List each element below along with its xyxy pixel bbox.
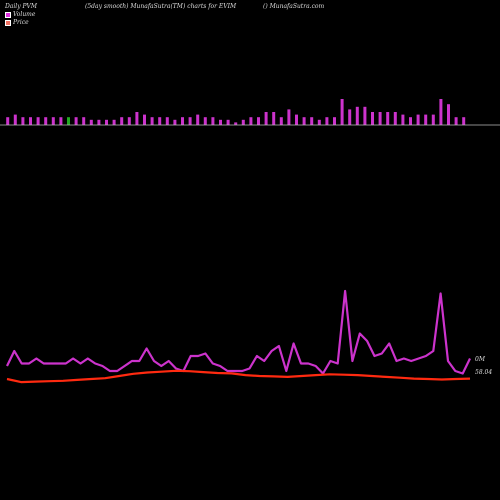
- volume-bar: [310, 117, 314, 125]
- volume-bar: [74, 117, 78, 125]
- volume-bar: [340, 99, 344, 125]
- volume-bar: [378, 112, 382, 125]
- volume-bar: [371, 112, 374, 125]
- volume-bar: [181, 117, 184, 125]
- volume-bar: [424, 114, 428, 125]
- legend-volume-swatch: [5, 11, 11, 18]
- volume-bar: [211, 117, 215, 125]
- volume-bar: [416, 114, 420, 125]
- volume-bar: [173, 119, 177, 125]
- volume-bar: [431, 114, 435, 125]
- volume-bar: [143, 114, 146, 125]
- volume-bar: [454, 117, 458, 125]
- volume-bar: [89, 119, 93, 125]
- volume-bar: [257, 117, 260, 125]
- volume-bar: [150, 117, 154, 125]
- volume-bar: [67, 117, 70, 125]
- volume-bar: [409, 117, 412, 125]
- volume-bar: [279, 117, 283, 125]
- volume-bar: [447, 104, 450, 125]
- volume-axis-label: 0M: [475, 356, 485, 363]
- volume-bar: [158, 117, 162, 125]
- volume-bar: [59, 117, 63, 125]
- volume-bar: [241, 119, 245, 125]
- volume-bar: [348, 109, 352, 125]
- legend-price-label: Price: [13, 19, 29, 26]
- volume-bar: [325, 117, 329, 125]
- header-right: () MunafaSutra.com: [263, 3, 325, 10]
- volume-bar: [393, 112, 397, 125]
- volume-bar: [13, 114, 17, 125]
- volume-bar: [112, 119, 116, 125]
- volume-bar: [36, 117, 40, 125]
- volume-bar: [188, 117, 192, 125]
- volume-bar: [51, 117, 55, 125]
- volume-bar: [196, 114, 200, 125]
- header-left: Daily PVM: [5, 3, 38, 10]
- price-axis-label: 58.04: [475, 369, 493, 376]
- legend-price-swatch: [5, 19, 11, 26]
- volume-bar: [219, 119, 222, 125]
- volume-bar: [272, 112, 276, 125]
- volume-bar: [401, 114, 405, 125]
- volume-bar: [363, 106, 367, 125]
- header-center: (5day smooth) MunafaSutra(TM) charts for…: [85, 3, 237, 10]
- volume-bar: [127, 117, 131, 125]
- volume-bar: [44, 117, 48, 125]
- volume-bar: [165, 117, 169, 125]
- volume-bar: [105, 119, 108, 125]
- volume-line: [6, 289, 471, 375]
- volume-bar: [135, 112, 139, 125]
- volume-bar: [97, 119, 101, 125]
- volume-bar: [317, 119, 321, 125]
- volume-bar: [203, 117, 207, 125]
- legend-price: Price: [5, 19, 29, 26]
- volume-bar: [287, 109, 291, 125]
- volume-bar: [386, 112, 390, 125]
- legend-volume: Volume: [5, 11, 35, 18]
- volume-bar: [120, 117, 124, 125]
- lines-group: [6, 289, 471, 384]
- price-line: [6, 369, 471, 384]
- volume-bar: [82, 117, 86, 125]
- volume-bar: [462, 117, 466, 125]
- volume-bar: [355, 106, 359, 125]
- legend-volume-label: Volume: [13, 11, 36, 18]
- volume-bar: [234, 122, 238, 125]
- volume-bar: [295, 114, 298, 125]
- volume-bar: [302, 117, 306, 125]
- volume-bar: [264, 112, 268, 125]
- volume-bar: [249, 117, 253, 125]
- volume-bar: [21, 117, 25, 125]
- volume-bars: [6, 99, 466, 125]
- volume-bar: [226, 119, 230, 125]
- volume-bar: [439, 99, 443, 125]
- volume-bar: [333, 117, 336, 125]
- volume-bar: [6, 117, 10, 125]
- volume-bar: [29, 117, 32, 125]
